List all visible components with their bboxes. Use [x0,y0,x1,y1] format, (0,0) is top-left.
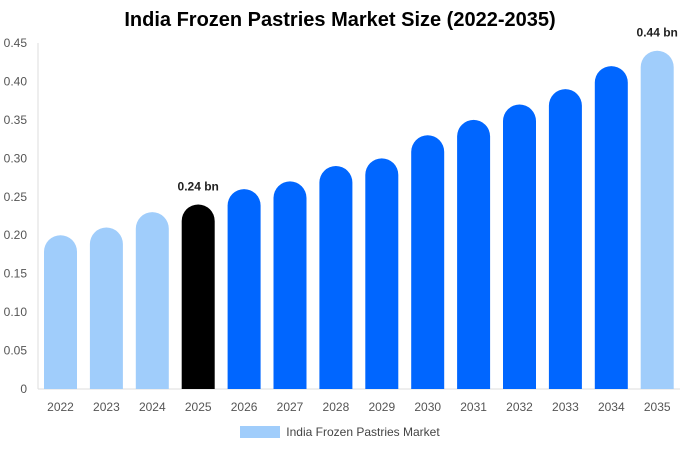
x-tick-label: 2033 [552,400,579,414]
legend-label: India Frozen Pastries Market [286,425,440,439]
x-tick-label: 2027 [277,400,304,414]
y-tick-label: 0.45 [4,36,28,50]
bar-2029 [365,158,399,389]
x-tick-label: 2031 [460,400,487,414]
bars [44,50,674,390]
bar-2028 [319,166,353,389]
y-tick-label: 0.35 [4,113,28,127]
bar-2026 [227,189,261,389]
y-tick-label: 0.25 [4,190,28,204]
x-tick-label: 2025 [185,400,212,414]
bar-2033 [548,89,582,390]
bar-2035 [640,50,674,389]
y-tick-label: 0.15 [4,267,28,281]
x-tick-label: 2024 [139,400,166,414]
bar-2024 [135,212,169,389]
y-tick-label: 0 [20,382,27,396]
bar-2031 [457,119,491,389]
bar-2023 [89,227,123,389]
x-tick-label: 2032 [506,400,533,414]
bar-2022 [44,235,77,389]
x-axis: 2022 2023 2024 2025 2026 2027 2028 2029 2030 2031… [38,388,680,414]
bar-2034 [594,66,628,389]
bar-2025 [181,204,215,389]
y-tick-label: 0.10 [4,305,28,319]
data-label: 0.44 bn [637,26,678,40]
y-tick-label: 0.30 [4,151,28,165]
x-tick-label: 2028 [323,400,350,414]
y-axis: 0 0.05 0.10 0.15 0.20 0.25 0.30 0.35 0.40 0.45 [4,36,39,396]
bar-2030 [411,135,445,389]
legend: India Frozen Pastries Market [0,425,680,439]
x-tick-label: 2026 [231,400,258,414]
y-tick-label: 0.20 [4,228,28,242]
x-tick-label: 2022 [47,400,74,414]
x-tick-label: 2023 [93,400,120,414]
x-tick-label: 2030 [414,400,441,414]
bar-2032 [503,104,536,389]
x-tick-label: 2035 [644,400,671,414]
y-tick-label: 0.05 [4,344,28,358]
bar-2027 [273,181,307,389]
x-tick-label: 2029 [368,400,395,414]
y-tick-label: 0.40 [4,74,28,88]
legend-swatch [240,426,281,438]
x-tick-label: 2034 [598,400,625,414]
data-label: 0.24 bn [178,179,219,193]
data-labels: 0.24 bn 0.44 bn [178,26,678,194]
chart-title: India Frozen Pastries Market Size (2022-… [124,9,556,31]
